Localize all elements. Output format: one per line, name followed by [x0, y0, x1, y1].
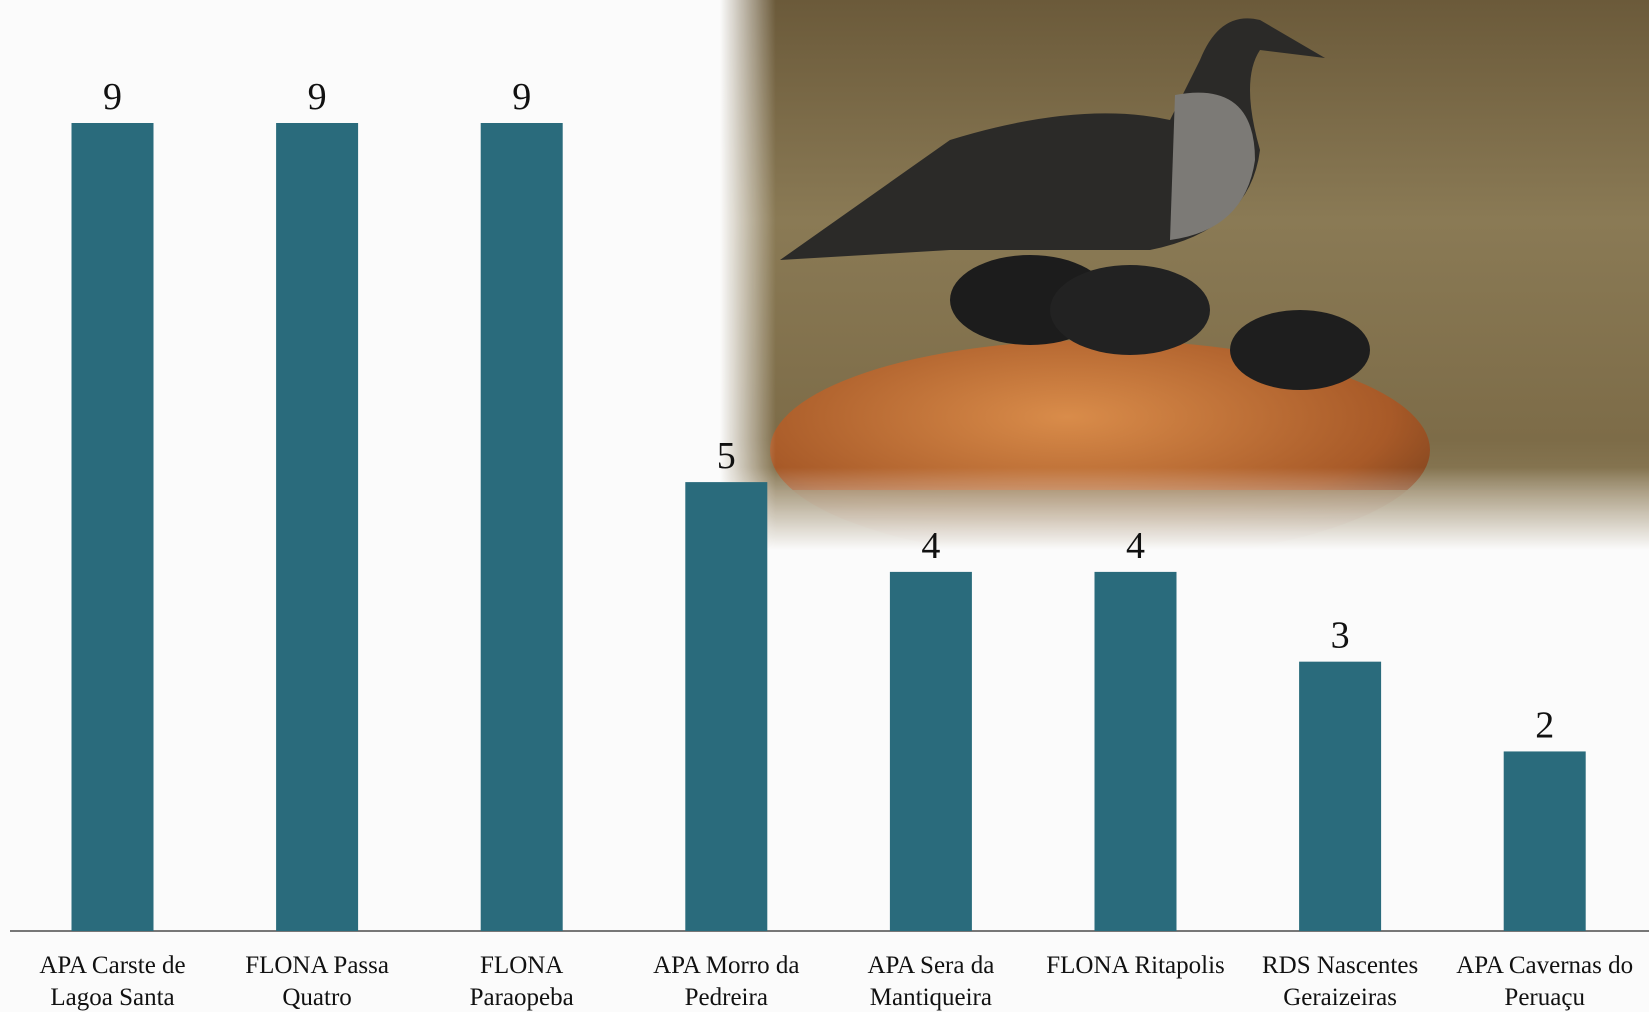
bar — [889, 571, 972, 931]
value-label: 5 — [717, 435, 736, 477]
category-label: FLONA Paraopeba — [469, 952, 574, 1011]
bar — [71, 123, 154, 931]
category-label: APA Carste de Lagoa Santa — [39, 952, 186, 1011]
value-label: 2 — [1535, 704, 1554, 746]
bar — [685, 482, 768, 931]
photo — [720, 0, 1649, 560]
bar — [1094, 571, 1177, 931]
value-label: 9 — [103, 76, 122, 118]
category-label: APA Morro da Pedreira — [653, 952, 800, 1011]
value-label: 9 — [308, 76, 327, 118]
bar — [480, 123, 563, 931]
category-label: FLONA Ritapolis — [1046, 952, 1225, 979]
value-label: 4 — [1126, 525, 1145, 567]
value-label: 9 — [512, 76, 531, 118]
value-label: 3 — [1331, 615, 1350, 657]
category-label: FLONA Passa Quatro — [245, 952, 389, 1011]
value-label: 4 — [921, 525, 940, 567]
category-label: APA Sera da Mantiqueira — [867, 952, 995, 1011]
bar — [276, 123, 359, 931]
category-label: APA Cavernas do Peruaçu — [1456, 952, 1634, 1011]
category-label: RDS Nascentes Geraizeiras — [1261, 952, 1419, 1011]
bar — [1503, 751, 1586, 931]
bar — [1299, 661, 1382, 931]
